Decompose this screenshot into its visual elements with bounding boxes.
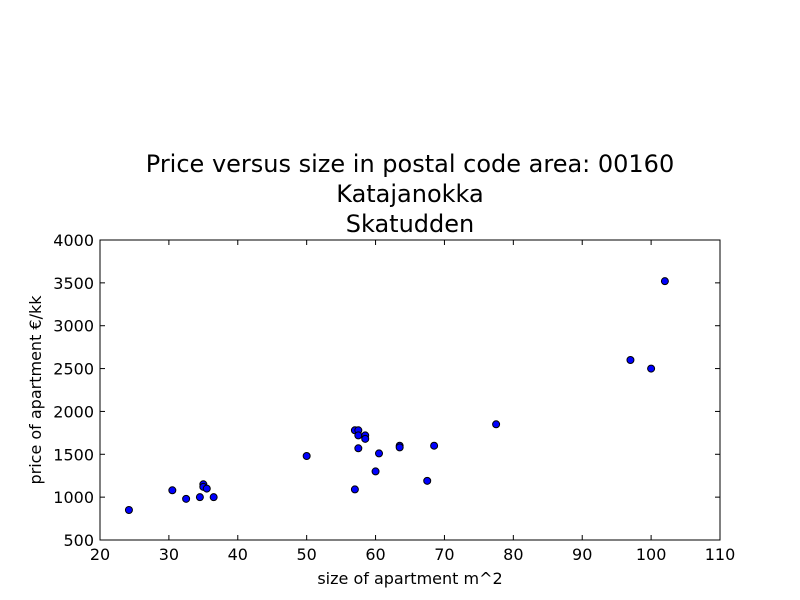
- data-point: [124, 506, 133, 514]
- data-point: [202, 484, 211, 493]
- x-tick-label: 50: [296, 545, 316, 564]
- x-tick-label: 90: [572, 545, 592, 564]
- data-point: [302, 452, 311, 460]
- x-tick-label: 30: [159, 545, 179, 564]
- x-axis-label: size of apartment m^2: [317, 569, 502, 588]
- x-tick-label: 80: [503, 545, 523, 564]
- data-point: [626, 356, 635, 364]
- y-tick-label: 2000: [53, 402, 94, 421]
- y-axis-label: price of apartment €/kk: [26, 295, 45, 485]
- chart-title-line-1: Price versus size in postal code area: 0…: [146, 150, 674, 178]
- chart-title-line-3: Skatudden: [346, 210, 474, 238]
- x-tick-label: 20: [90, 545, 110, 564]
- plot-frame: [99, 239, 721, 541]
- x-tick-label: 70: [434, 545, 454, 564]
- data-point: [492, 420, 501, 429]
- data-point: [423, 476, 432, 485]
- data-point: [350, 485, 359, 494]
- data-point: [354, 431, 363, 440]
- chart-title-line-2: Katajanokka: [336, 180, 484, 208]
- y-tick-label: 500: [63, 531, 94, 550]
- y-tick-label: 1000: [53, 488, 94, 507]
- data-points: [124, 277, 669, 514]
- y-tick-label: 3000: [53, 317, 94, 336]
- data-point: [660, 277, 669, 286]
- data-point: [209, 493, 218, 502]
- data-point: [371, 467, 380, 476]
- y-tick-label: 1500: [53, 445, 94, 464]
- data-point: [375, 449, 383, 458]
- data-point: [395, 443, 404, 452]
- data-point: [361, 434, 370, 443]
- x-tick-label: 60: [365, 545, 385, 564]
- y-tick-label: 4000: [53, 231, 94, 250]
- chart-title: Price versus size in postal code area: 0…: [146, 150, 674, 238]
- data-point: [354, 444, 363, 453]
- data-point: [182, 494, 191, 503]
- x-tick-label: 110: [705, 545, 736, 564]
- x-tick-label: 40: [228, 545, 248, 564]
- data-point: [168, 486, 177, 495]
- data-point: [430, 441, 439, 450]
- y-tick-label: 2500: [53, 360, 94, 379]
- x-tick-label: 100: [636, 545, 667, 564]
- data-point: [647, 364, 656, 373]
- plot-area: 20 30 40 50 60 70 80 90 100 110 500 1000 1500 2000 250…: [53, 231, 735, 564]
- y-tick-label: 3500: [53, 274, 94, 293]
- data-point: [195, 493, 204, 502]
